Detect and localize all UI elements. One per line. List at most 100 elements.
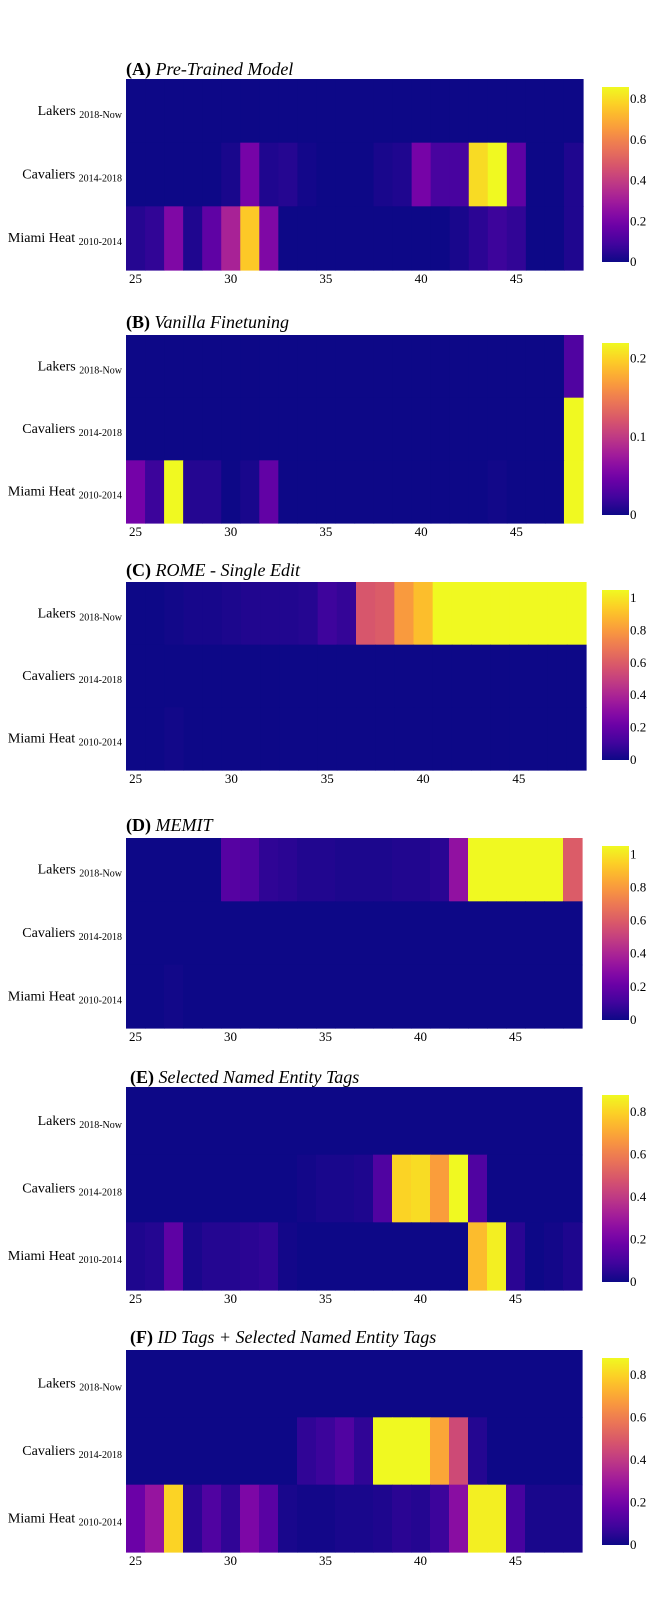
heatmap-cell bbox=[468, 460, 489, 524]
heatmap-cell bbox=[563, 901, 583, 966]
heatmap-cell bbox=[413, 644, 434, 708]
heatmap-cell bbox=[468, 1417, 488, 1486]
heatmap-cell bbox=[126, 1087, 146, 1156]
row-label-period: 2014-2018 bbox=[79, 675, 122, 686]
heatmap-cell bbox=[354, 335, 375, 399]
x-tick-label: 40 bbox=[414, 1029, 427, 1044]
heatmap-cell bbox=[544, 901, 564, 966]
heatmap-cell bbox=[354, 838, 374, 902]
heatmap-cell bbox=[449, 1087, 469, 1156]
heatmap-cell bbox=[354, 206, 375, 271]
heatmap-cell bbox=[145, 1484, 165, 1553]
heatmap-cell bbox=[354, 1222, 374, 1291]
colorbar-tick-label: 0.1 bbox=[630, 429, 646, 444]
row-label-name: Lakers bbox=[38, 863, 80, 878]
heatmap-cells bbox=[126, 1350, 583, 1553]
heatmap-cell bbox=[563, 206, 584, 271]
heatmap-cell bbox=[316, 206, 337, 271]
heatmap-cell bbox=[335, 901, 355, 966]
heatmap-cell bbox=[525, 1417, 545, 1486]
heatmap-cell bbox=[392, 1484, 412, 1553]
heatmap-cell bbox=[145, 1222, 165, 1291]
heatmap-cell bbox=[240, 1087, 260, 1156]
heatmap-cell bbox=[316, 838, 336, 902]
heatmap-cell bbox=[373, 1222, 393, 1291]
heatmap-cell bbox=[373, 79, 394, 144]
row-label: Miami Heat 2010-2014 bbox=[8, 1249, 122, 1266]
heatmap-cell bbox=[411, 142, 432, 207]
x-tick-label: 35 bbox=[319, 1553, 332, 1568]
heatmap-cell bbox=[544, 1417, 564, 1486]
heatmap-cell bbox=[354, 79, 375, 144]
colorbar-tick-label: 0.8 bbox=[630, 623, 646, 638]
colorbar-tick-label: 0.8 bbox=[630, 879, 646, 894]
heatmap-cell bbox=[335, 1222, 355, 1291]
row-label-name: Miami Heat bbox=[8, 1511, 79, 1526]
heatmap-cell bbox=[145, 206, 165, 271]
panel-title-text: MEMIT bbox=[155, 815, 215, 835]
row-label-name: Cavaliers bbox=[22, 926, 78, 941]
heatmap-cell bbox=[259, 1087, 279, 1156]
heatmap-cell bbox=[278, 901, 298, 966]
x-tick-label: 25 bbox=[129, 771, 142, 786]
x-tick-label: 35 bbox=[319, 1029, 332, 1044]
heatmap-cell bbox=[525, 79, 546, 144]
heatmap-cell bbox=[202, 707, 223, 771]
panel-title-text: Vanilla Finetuning bbox=[155, 312, 290, 332]
heatmap-cell bbox=[126, 1222, 146, 1291]
heatmap-cell bbox=[221, 142, 241, 207]
heatmap-cell bbox=[430, 460, 451, 524]
heatmap-panel-c: (C) ROME - Single Edit Lakers 2018-Now Cav… bbox=[8, 560, 647, 786]
row-label: Miami Heat 2010-2014 bbox=[8, 231, 122, 248]
colorbar-tick-label: 0.4 bbox=[630, 687, 647, 702]
heatmap-cell bbox=[566, 582, 587, 646]
heatmap-cell bbox=[525, 1484, 545, 1553]
panel-title-text: ROME - Single Edit bbox=[155, 560, 301, 580]
row-label-period: 2018-Now bbox=[79, 365, 123, 376]
heatmap-cell bbox=[202, 397, 222, 461]
heatmap-cell bbox=[563, 335, 584, 399]
heatmap-cell bbox=[297, 1417, 317, 1486]
heatmap-cell bbox=[563, 142, 584, 207]
heatmap-cell bbox=[354, 964, 374, 1029]
heatmap-cell bbox=[259, 460, 279, 524]
heatmap-cell bbox=[183, 1154, 203, 1223]
heatmap-cell bbox=[506, 964, 526, 1029]
heatmap-cell bbox=[259, 838, 279, 902]
heatmap-cell bbox=[316, 79, 337, 144]
row-label-name: Lakers bbox=[38, 359, 80, 374]
heatmap-cell bbox=[490, 644, 510, 708]
heatmap-cell bbox=[487, 1484, 507, 1553]
heatmap-cell bbox=[259, 964, 279, 1029]
heatmap-cell bbox=[278, 964, 298, 1029]
heatmap-cell bbox=[317, 707, 338, 771]
heatmap-cell bbox=[221, 901, 241, 966]
heatmap-cell bbox=[297, 838, 317, 902]
heatmap-cell bbox=[259, 1417, 279, 1486]
heatmap-cell bbox=[413, 582, 434, 646]
heatmap-cell bbox=[164, 1154, 184, 1223]
heatmap-cell bbox=[164, 460, 184, 524]
heatmap-cell bbox=[297, 1484, 317, 1553]
row-label-name: Cavaliers bbox=[22, 1444, 78, 1459]
x-tick-label: 40 bbox=[415, 524, 428, 539]
heatmap-cell bbox=[278, 1350, 298, 1418]
heatmap-cell bbox=[297, 335, 318, 399]
heatmap-cell bbox=[278, 142, 298, 207]
heatmap-cell bbox=[411, 1154, 431, 1223]
colorbar-tick-label: 0 bbox=[630, 1274, 637, 1289]
heatmap-cell bbox=[468, 79, 489, 144]
heatmap-cell bbox=[183, 1484, 203, 1553]
heatmap-cell bbox=[547, 644, 568, 708]
heatmap-cell bbox=[563, 460, 584, 524]
x-tick-label: 45 bbox=[510, 524, 523, 539]
row-label-period: 2018-Now bbox=[79, 1383, 123, 1394]
heatmap-cell bbox=[278, 1417, 298, 1486]
heatmap-cell bbox=[566, 707, 587, 771]
colorbar-tick-label: 0 bbox=[630, 1012, 637, 1027]
heatmap-cell bbox=[487, 335, 508, 399]
heatmap-cell bbox=[430, 1154, 450, 1223]
heatmap-cell bbox=[544, 460, 565, 524]
x-tick-label: 45 bbox=[509, 1291, 522, 1306]
heatmap-cell bbox=[449, 335, 470, 399]
